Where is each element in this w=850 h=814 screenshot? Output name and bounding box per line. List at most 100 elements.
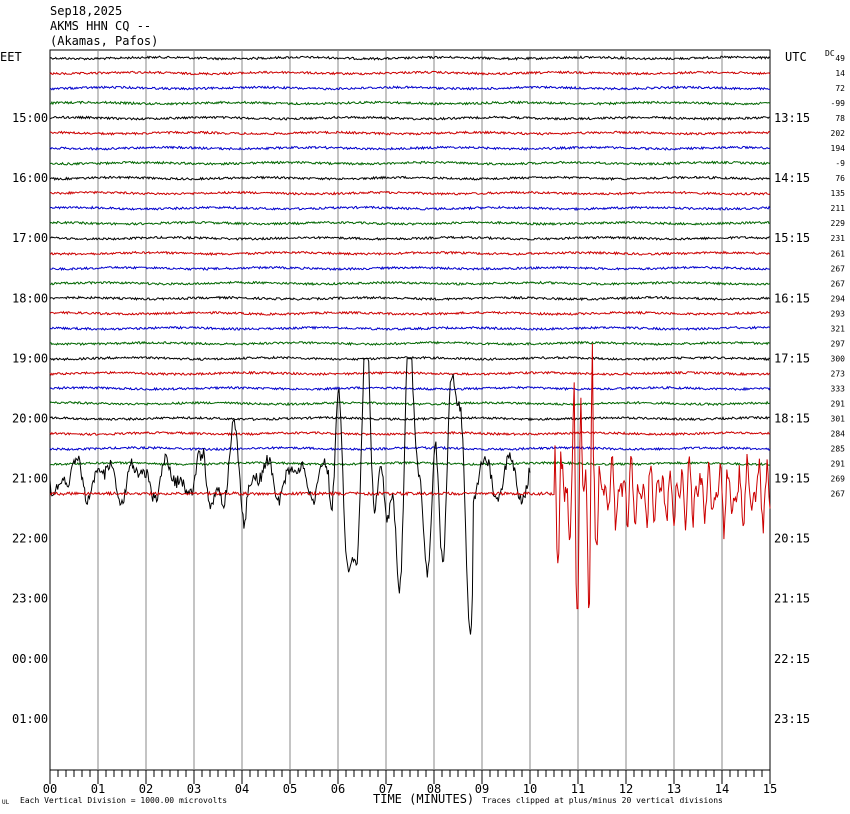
dc-offset-label: 333 [831, 384, 846, 393]
plot-frame [49, 49, 771, 771]
trace-line [49, 355, 771, 362]
x-tick-label: 14 [715, 782, 729, 796]
trace-line [49, 85, 770, 91]
left-hour-label: 15:00 [12, 111, 48, 125]
x-tick-label: 09 [475, 782, 489, 796]
x-tick-label: 08 [427, 782, 441, 796]
trace-line [49, 55, 771, 61]
left-hour-label: 18:00 [12, 291, 48, 305]
trace-line [49, 145, 771, 151]
trace-line [49, 235, 770, 241]
trace-line [49, 70, 771, 76]
left-hour-label: 19:00 [12, 351, 48, 365]
dc-offset-label: 267 [831, 279, 846, 288]
dc-offset-label: 291 [831, 399, 846, 408]
dc-offset-label: 297 [831, 339, 846, 348]
right-timezone-label: UTC [785, 50, 807, 64]
dc-offset-label: 14 [835, 69, 845, 78]
dc-offset-label: 291 [831, 460, 846, 469]
dc-offset-label: -9 [835, 159, 845, 168]
x-tick-label: 07 [379, 782, 393, 796]
trace-line [49, 460, 771, 467]
x-tick-label: 10 [523, 782, 537, 796]
trace-line [49, 295, 771, 302]
trace-line [49, 343, 771, 610]
dc-offset-label: -99 [831, 99, 846, 108]
x-tick-label: 11 [571, 782, 585, 796]
trace-line [49, 160, 771, 166]
right-hour-label: 21:15 [774, 592, 810, 606]
trace-line [50, 340, 771, 347]
left-hour-label: 01:00 [12, 712, 48, 726]
x-tick-label: 01 [91, 782, 105, 796]
trace-line [49, 415, 771, 422]
x-tick-label: 15 [763, 782, 777, 796]
dc-offset-label: 229 [831, 219, 846, 228]
trace-line [49, 400, 771, 407]
trace-line [49, 370, 771, 377]
labels: 00 01 02 03 04 05 06 07 08 09 10 11 12 13 14 15 EET UTC DC… [0, 49, 845, 806]
right-hour-label: 16:15 [774, 291, 810, 305]
dc-offset-label: 285 [831, 445, 846, 454]
x-tick-label: 13 [667, 782, 681, 796]
dc-offset-label: 273 [831, 369, 846, 378]
dc-offset-label: 267 [831, 264, 846, 273]
dc-offset-label: 202 [831, 129, 846, 138]
trace-line [49, 100, 771, 106]
trace-line [49, 130, 771, 136]
footer-mark: UL [2, 799, 10, 806]
trace-line [49, 265, 771, 272]
grid-lines [49, 49, 771, 784]
x-tick-label: 12 [619, 782, 633, 796]
left-hour-label: 22:00 [12, 532, 48, 546]
dc-offset-label: 293 [831, 309, 846, 318]
trace-line [49, 190, 771, 196]
trace-line [49, 430, 771, 437]
x-axis-label: TIME (MINUTES) [373, 792, 474, 806]
dc-offset-label: 194 [831, 144, 846, 153]
dc-offset-label: 261 [831, 249, 846, 258]
dc-offset-label: 294 [831, 294, 846, 303]
trace-line [49, 175, 771, 181]
dc-label: DC [825, 49, 835, 58]
left-hour-label: 17:00 [12, 231, 48, 245]
station-label: AKMS HHN CQ -- [50, 19, 152, 33]
x-tick-label: 00 [43, 782, 57, 796]
dc-offset-label: 300 [831, 354, 846, 363]
right-hour-label: 17:15 [774, 351, 810, 365]
dc-offset-label: 321 [831, 324, 846, 333]
x-tick-label: 05 [283, 782, 297, 796]
dc-offset-label: 284 [831, 430, 846, 439]
x-tick-label: 03 [187, 782, 201, 796]
right-hour-label: 20:15 [774, 532, 810, 546]
left-hour-label: 21:00 [12, 472, 48, 486]
date-label: Sep18,2025 [50, 4, 123, 18]
trace-line [49, 220, 771, 226]
dc-offset-label: 135 [831, 189, 846, 198]
trace-line [49, 445, 771, 452]
left-hour-label: 00:00 [12, 652, 48, 666]
dc-offset-label: 267 [831, 490, 846, 499]
footer-clip-note: Traces clipped at plus/minus 20 vertical… [482, 796, 723, 805]
trace-line [49, 310, 771, 317]
dc-offset-label: 72 [835, 84, 845, 93]
right-hour-label: 19:15 [774, 472, 810, 486]
right-hour-label: 23:15 [774, 712, 810, 726]
trace-line [49, 385, 771, 392]
right-hour-label: 15:15 [774, 231, 810, 245]
right-hour-label: 18:15 [774, 411, 810, 425]
dc-offset-label: 211 [831, 204, 846, 213]
dc-offset-label: 231 [831, 234, 846, 243]
footer-division-note: Each Vertical Division = 1000.00 microvo… [20, 796, 227, 805]
right-hour-label: 22:15 [774, 652, 810, 666]
dc-offset-label: 269 [831, 475, 846, 484]
trace-line [49, 280, 771, 287]
left-hour-label: 16:00 [12, 171, 48, 185]
x-tick-label: 06 [331, 782, 345, 796]
location-label: (Akamas, Pafos) [50, 34, 159, 48]
dc-offset-label: 301 [831, 414, 846, 423]
trace-line [49, 325, 771, 332]
dc-offset-label: 49 [835, 54, 845, 63]
